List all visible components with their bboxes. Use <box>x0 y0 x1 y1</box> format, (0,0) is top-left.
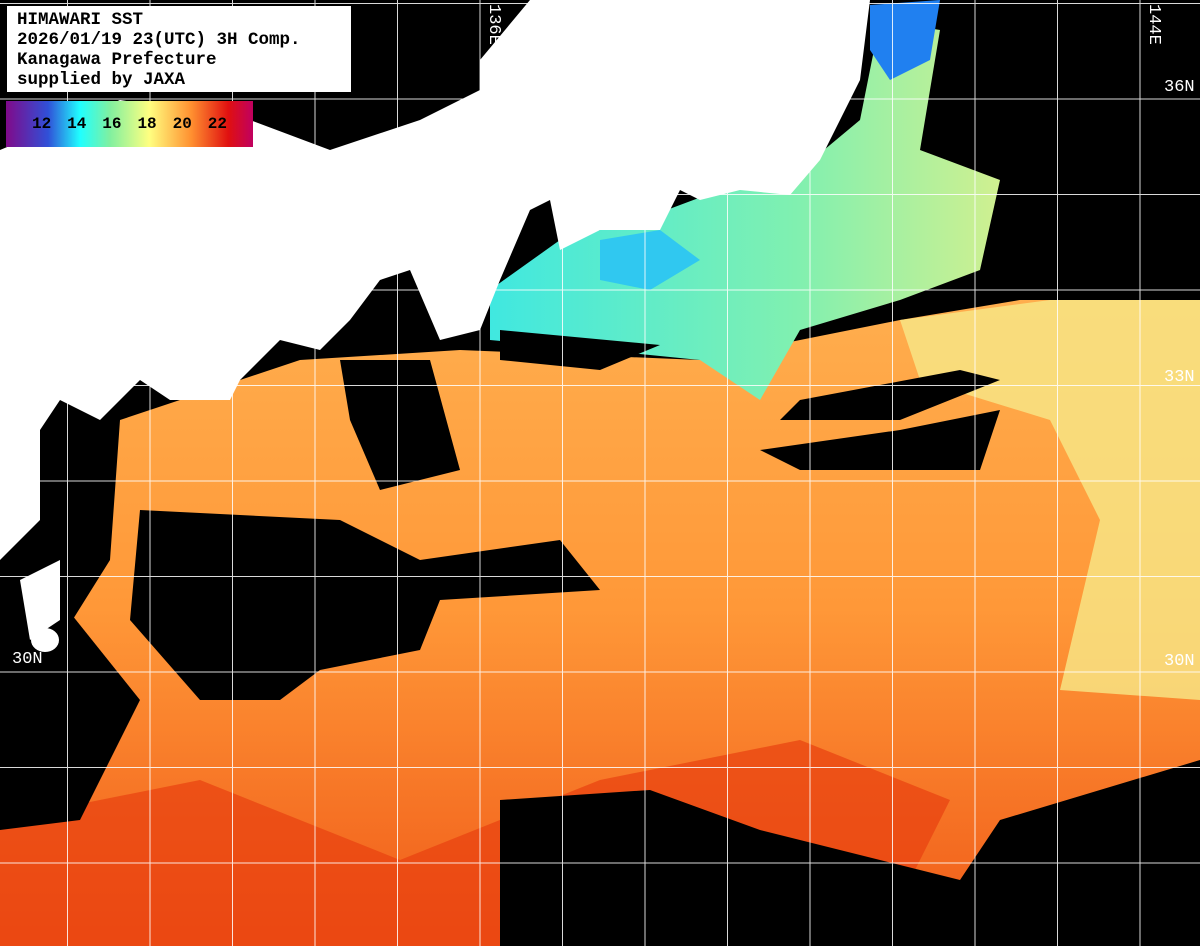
credit: supplied by JAXA <box>17 70 186 90</box>
cloud-mask <box>0 120 1200 946</box>
title: HIMAWARI SST <box>17 10 144 30</box>
region: Kanagawa Prefecture <box>17 50 217 70</box>
lat-label-30n-left: 30N <box>12 650 43 669</box>
colorbar-tick: 22 <box>207 115 227 133</box>
colorbar-tick: 12 <box>31 115 52 133</box>
lon-label-136e: 136E <box>484 4 503 45</box>
sst-cold-region <box>600 230 700 290</box>
lat-label-33n-right: 33N <box>1164 368 1195 387</box>
sst-cold-region <box>870 0 940 80</box>
datetime: 2026/01/19 23(UTC) 3H Comp. <box>17 30 301 50</box>
colorbar: 12 14 16 18 20 22 <box>6 101 253 147</box>
colorbar-tick: 20 <box>172 115 192 133</box>
colorbar-tick: 16 <box>102 115 122 133</box>
lat-label-33-left: 33 <box>12 368 33 387</box>
sst-cool-region <box>490 20 1000 400</box>
colorbar-tick: 14 <box>67 115 87 133</box>
lon-label-144e: 144E <box>1144 4 1163 45</box>
colorbar-tick: 18 <box>137 115 157 133</box>
lat-label-36n: 36N <box>1164 78 1195 97</box>
lat-label-30n-right: 30N <box>1164 652 1195 671</box>
info-box: HIMAWARI SST 2026/01/19 23(UTC) 3H Comp.… <box>7 6 351 92</box>
